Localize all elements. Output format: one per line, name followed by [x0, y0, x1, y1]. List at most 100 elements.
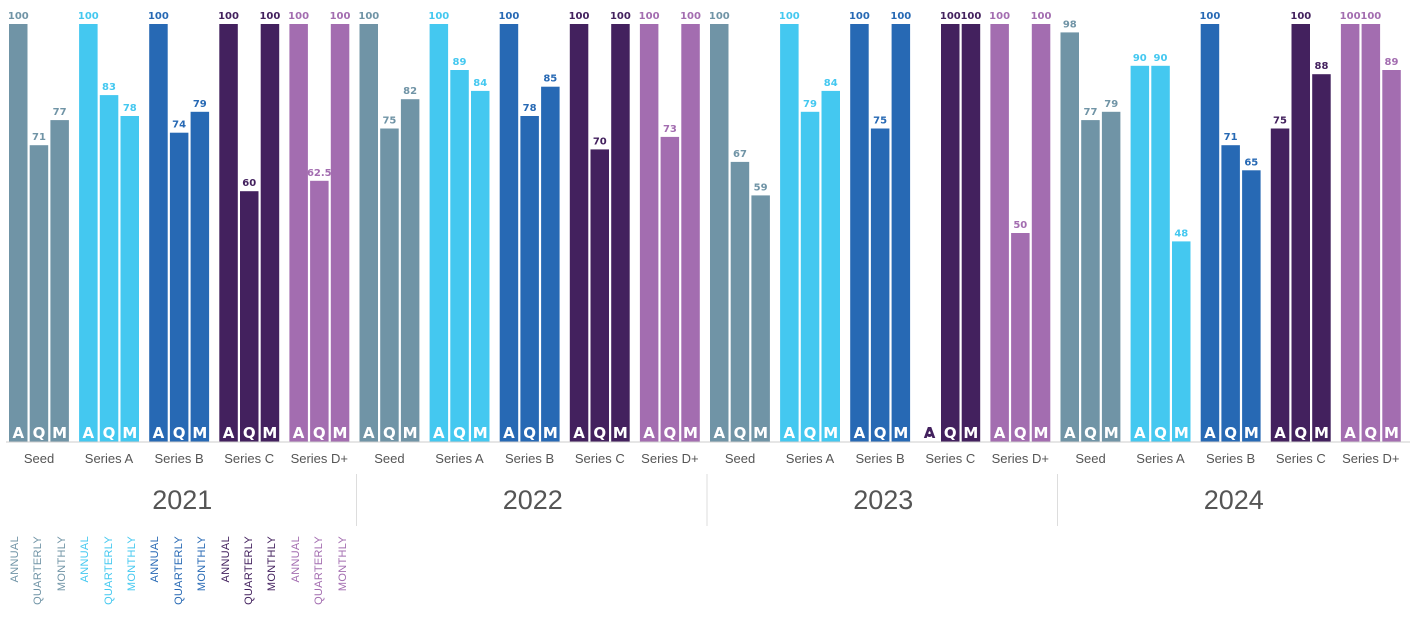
value-label: 74 [172, 120, 186, 131]
value-label: 75 [382, 116, 396, 127]
frequency-code-label: A [1134, 424, 1146, 442]
bar-2024-seed-a [1060, 32, 1079, 443]
frequency-code-label: Q [1084, 424, 1097, 442]
legend-item: MONTHLY [266, 536, 280, 626]
value-label: 88 [1315, 61, 1329, 72]
value-label: 60 [242, 178, 256, 189]
frequency-code-label: A [12, 424, 24, 442]
bar-2021-series-c-q [240, 191, 259, 442]
frequency-code-label: M [543, 424, 558, 442]
category-label: Seed [374, 451, 404, 466]
frequency-code-label: M [1174, 424, 1189, 442]
bar-2023-series-c-q [941, 24, 960, 442]
frequency-code-label: A [293, 424, 305, 442]
value-label: 100 [330, 11, 351, 22]
value-label: 100 [849, 11, 870, 22]
bar-2022-series-d-a [639, 24, 659, 442]
frequency-code-label: M [1104, 424, 1119, 442]
frequency-code-label: Q [1224, 424, 1237, 442]
frequency-code-label: M [403, 424, 418, 442]
category-label: Series B [155, 451, 204, 466]
category-label: Series C [1276, 451, 1326, 466]
legend-item: ANNUAL [290, 536, 304, 626]
frequency-code-label: M [122, 424, 137, 442]
value-label: 71 [1224, 132, 1238, 143]
bar-2023-series-d-m [1031, 24, 1051, 442]
frequency-code-label: Q [804, 424, 817, 442]
frequency-code-label: A [924, 424, 936, 442]
bar-2021-seed-m [50, 120, 69, 442]
frequency-code-label: M [1244, 424, 1259, 442]
bar-2023-seed-q [730, 161, 750, 442]
frequency-code-label: Q [1364, 424, 1377, 442]
legend-item: MONTHLY [196, 536, 210, 626]
frequency-code-label: M [753, 424, 768, 442]
legend-item: ANNUAL [149, 536, 163, 626]
bar-2021-series-a-a [79, 24, 98, 442]
value-label: 48 [1174, 228, 1188, 239]
frequency-code-label: A [363, 424, 375, 442]
frequency-code-label: M [823, 424, 838, 442]
bar-2022-series-b-a [499, 24, 519, 442]
category-label: Seed [1075, 451, 1105, 466]
frequency-code-label: M [192, 424, 207, 442]
bar-2023-seed-m [751, 195, 770, 443]
bar-2024-series-c-a [1270, 128, 1290, 442]
bar-2023-series-c-m [961, 24, 981, 442]
bar-2022-series-d-m [681, 24, 700, 442]
legend-label: ANNUAL [9, 536, 21, 583]
legend-item: QUARTERLY [243, 536, 257, 626]
category-label: Series D+ [291, 451, 348, 466]
legend-item: QUARTERLY [32, 536, 46, 626]
value-label: 73 [663, 124, 677, 135]
value-label: 79 [1104, 99, 1118, 110]
frequency-code-label: A [573, 424, 585, 442]
value-label: 100 [1199, 11, 1220, 22]
frequency-code-label: M [1034, 424, 1049, 442]
frequency-code-label: A [503, 424, 515, 442]
value-label: 100 [940, 11, 961, 22]
bar-2021-series-b-m [190, 111, 210, 443]
frequency-code-label: Q [453, 424, 466, 442]
value-label: 75 [873, 116, 887, 127]
bar-2023-series-a-q [800, 111, 820, 443]
legend-label: QUARTERLY [243, 536, 255, 605]
legend-label: MONTHLY [196, 536, 209, 592]
frequency-code-label: A [82, 424, 94, 442]
bar-2021-series-d-m [330, 24, 350, 442]
frequency-code-label: A [223, 424, 235, 442]
frequency-code-label: M [963, 424, 978, 442]
value-label: 84 [824, 78, 838, 89]
bar-2024-series-c-q [1291, 24, 1310, 442]
legend-label: MONTHLY [266, 536, 279, 592]
bar-2023-series-d-q [1011, 233, 1030, 442]
frequency-code-label: Q [173, 424, 186, 442]
frequency-code-label: Q [944, 424, 957, 442]
legend-label: MONTHLY [126, 536, 138, 592]
value-label: 79 [803, 99, 817, 110]
legend-item: MONTHLY [126, 536, 140, 626]
category-label: Series A [85, 451, 134, 466]
value-label: 100 [639, 11, 660, 22]
value-label: 84 [473, 78, 487, 89]
bar-2022-seed-a [359, 24, 378, 442]
frequency-code-label: A [854, 424, 866, 442]
value-label: 82 [403, 86, 417, 97]
value-label: 65 [1244, 157, 1258, 168]
frequency-code-label: M [683, 424, 698, 442]
frequency-code-label: A [433, 424, 445, 442]
bar-2024-series-b-m [1242, 170, 1261, 443]
value-label: 90 [1154, 53, 1168, 64]
bar-2024-series-d-q [1361, 24, 1381, 442]
value-label: 79 [193, 99, 207, 110]
frequency-code-label: Q [103, 424, 116, 442]
value-label: 67 [733, 149, 747, 160]
legend-item: ANNUAL [79, 536, 93, 626]
value-label: 70 [593, 136, 607, 147]
frequency-code-label: M [262, 424, 277, 442]
category-label: Series C [925, 451, 975, 466]
value-label: 50 [1013, 220, 1027, 231]
bar-2024-series-a-q [1151, 65, 1170, 443]
frequency-code-label: A [1064, 424, 1076, 442]
